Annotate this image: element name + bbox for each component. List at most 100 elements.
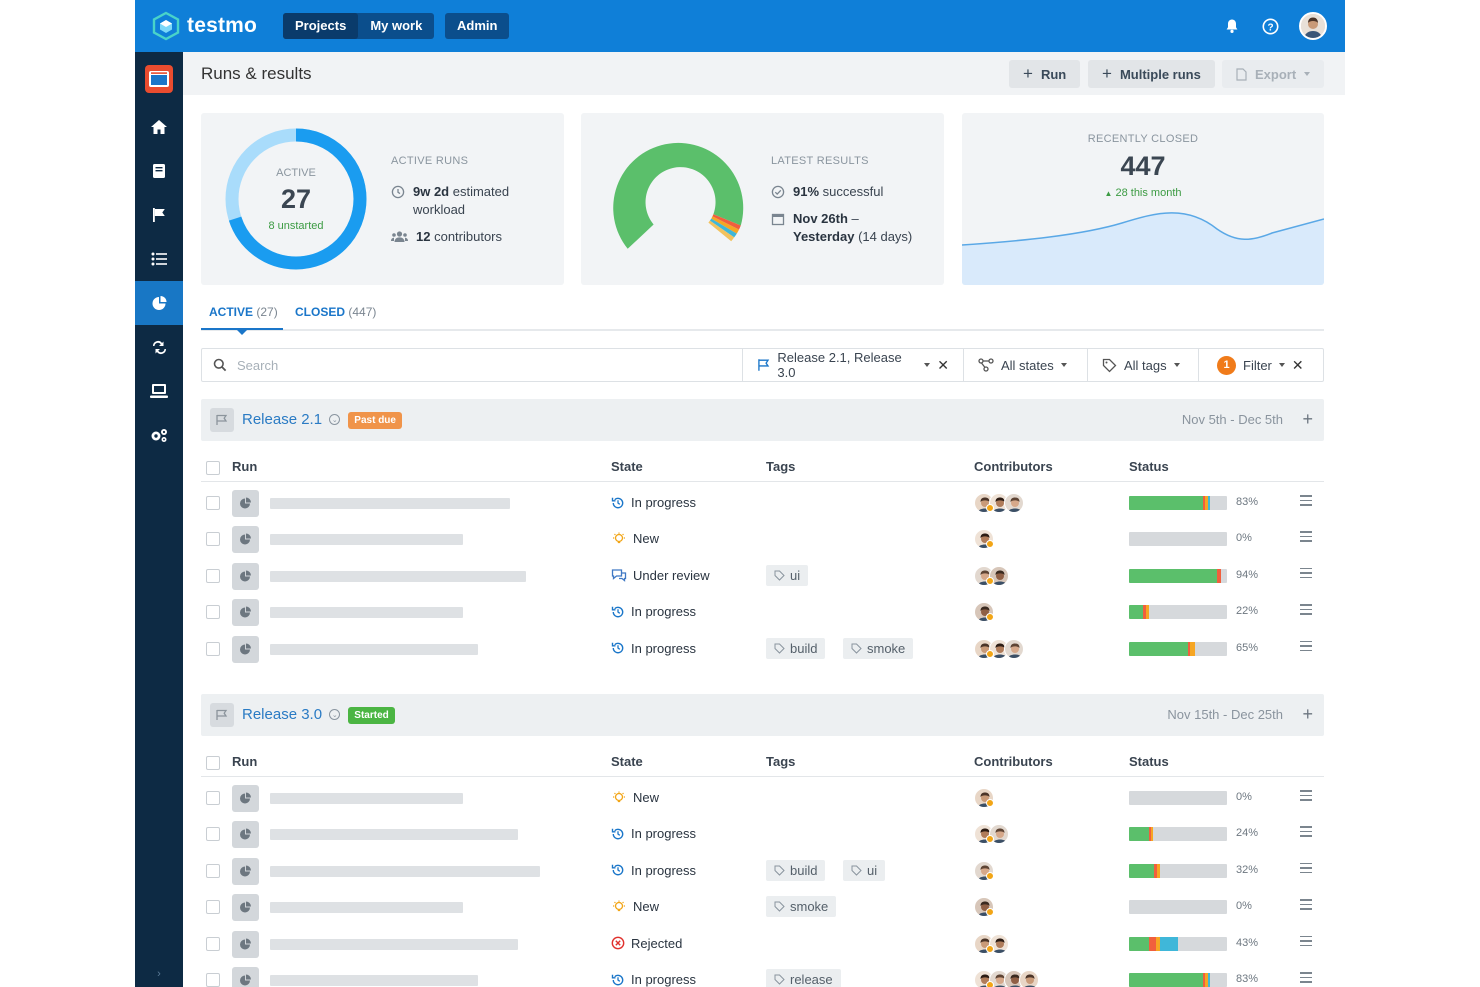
- column-tags[interactable]: Tags: [766, 754, 796, 769]
- column-run[interactable]: Run: [232, 459, 258, 474]
- row-checkbox[interactable]: [206, 496, 220, 510]
- row-checkbox[interactable]: [206, 605, 220, 620]
- export-button[interactable]: Export: [1222, 60, 1325, 88]
- row-menu-icon[interactable]: [1300, 972, 1312, 986]
- table-row[interactable]: In progress 22%: [201, 594, 1324, 630]
- sidebar-item-automation[interactable]: [135, 325, 183, 369]
- run-name-placeholder[interactable]: [270, 570, 526, 582]
- run-name-placeholder[interactable]: [270, 793, 463, 804]
- row-menu-icon[interactable]: [1300, 826, 1312, 840]
- row-checkbox[interactable]: [206, 973, 220, 987]
- milestone-title[interactable]: Release 3.0: [242, 706, 323, 723]
- column-state[interactable]: State: [611, 754, 643, 769]
- state-filter[interactable]: All states: [964, 349, 1088, 381]
- nav-projects[interactable]: Projects: [283, 13, 359, 39]
- row-menu-icon[interactable]: [1300, 604, 1312, 618]
- table-row[interactable]: Rejected 43%: [201, 926, 1324, 962]
- table-row[interactable]: Under review ui 94%: [201, 558, 1324, 594]
- contributor-avatar[interactable]: [989, 565, 1009, 586]
- run-name-placeholder[interactable]: [270, 607, 463, 619]
- logo[interactable]: testmo: [151, 10, 257, 42]
- table-row[interactable]: In progress build ui 32%: [201, 853, 1324, 889]
- table-row[interactable]: New 0%: [201, 521, 1324, 557]
- add-multiple-runs-button[interactable]: + Multiple runs: [1088, 60, 1215, 88]
- sidebar-item-home[interactable]: [135, 105, 183, 149]
- contributor-avatar[interactable]: [1004, 638, 1024, 659]
- nav-admin[interactable]: Admin: [457, 18, 498, 33]
- sidebar-item-milestones[interactable]: [135, 193, 183, 237]
- row-menu-icon[interactable]: [1300, 495, 1312, 509]
- sidebar-item-settings[interactable]: [135, 413, 183, 457]
- tag-pill[interactable]: build: [766, 859, 826, 881]
- sidebar-expand[interactable]: ›: [135, 960, 183, 987]
- row-menu-icon[interactable]: [1300, 531, 1312, 545]
- row-menu-icon[interactable]: [1300, 567, 1312, 582]
- clear-filter-icon[interactable]: ✕: [1291, 356, 1304, 373]
- table-row[interactable]: In progress 24%: [201, 816, 1324, 852]
- tab-closed[interactable]: CLOSED (447): [295, 305, 376, 319]
- run-name-placeholder[interactable]: [270, 498, 510, 509]
- select-all-checkbox[interactable]: [206, 461, 220, 475]
- column-contributors[interactable]: Contributors: [974, 754, 1053, 769]
- row-checkbox[interactable]: [206, 791, 220, 805]
- row-checkbox[interactable]: [206, 641, 220, 656]
- row-checkbox[interactable]: [206, 827, 220, 842]
- tag-pill[interactable]: build: [766, 637, 826, 659]
- row-checkbox[interactable]: [206, 900, 220, 915]
- tag-pill[interactable]: ui: [766, 564, 809, 586]
- row-menu-icon[interactable]: [1300, 790, 1312, 804]
- row-checkbox[interactable]: [206, 936, 220, 951]
- run-name-placeholder[interactable]: [270, 829, 518, 841]
- row-menu-icon[interactable]: [1300, 862, 1312, 877]
- row-menu-icon[interactable]: [1300, 640, 1312, 655]
- table-row[interactable]: New smoke 0%: [201, 889, 1324, 925]
- run-name-placeholder[interactable]: [270, 643, 478, 655]
- tag-pill[interactable]: smoke: [843, 637, 914, 659]
- sidebar-item-sessions[interactable]: [135, 369, 183, 413]
- user-avatar[interactable]: [1299, 12, 1327, 40]
- contributor-avatar[interactable]: [989, 933, 1009, 954]
- project-icon[interactable]: [145, 65, 173, 93]
- column-status[interactable]: Status: [1129, 459, 1169, 474]
- table-row[interactable]: In progress release 83%: [201, 962, 1324, 987]
- column-status[interactable]: Status: [1129, 754, 1169, 769]
- sidebar-item-repository[interactable]: [135, 149, 183, 193]
- column-tags[interactable]: Tags: [766, 459, 796, 474]
- row-checkbox[interactable]: [206, 532, 220, 547]
- chevron-down-icon[interactable]: ⌄: [329, 414, 341, 425]
- table-row[interactable]: In progress 83%: [201, 485, 1324, 521]
- tab-active[interactable]: ACTIVE (27): [209, 305, 278, 319]
- column-run[interactable]: Run: [232, 754, 258, 769]
- run-name-placeholder[interactable]: [270, 534, 463, 546]
- contributor-avatar[interactable]: [989, 824, 1009, 845]
- column-state[interactable]: State: [611, 459, 643, 474]
- row-menu-icon[interactable]: [1300, 899, 1312, 913]
- table-row[interactable]: New 0%: [201, 780, 1324, 816]
- sidebar-item-list[interactable]: [135, 237, 183, 281]
- tag-pill[interactable]: release: [766, 969, 841, 987]
- bell-icon[interactable]: [1223, 17, 1241, 35]
- contributor-avatar[interactable]: [1019, 970, 1039, 987]
- row-checkbox[interactable]: [206, 863, 220, 878]
- run-name-placeholder[interactable]: [270, 938, 518, 950]
- nav-my-work[interactable]: My work: [370, 18, 423, 33]
- table-row[interactable]: In progress build smoke 65%: [201, 631, 1324, 667]
- add-run-to-milestone-icon[interactable]: +: [1302, 704, 1313, 724]
- milestone-filter[interactable]: Release 2.1, Release 3.0 ✕: [743, 349, 964, 381]
- run-name-placeholder[interactable]: [270, 865, 540, 877]
- add-run-button[interactable]: + Run: [1009, 60, 1081, 88]
- clear-milestone-icon[interactable]: ✕: [937, 356, 949, 373]
- column-contributors[interactable]: Contributors: [974, 459, 1053, 474]
- run-name-placeholder[interactable]: [270, 902, 463, 914]
- add-run-to-milestone-icon[interactable]: +: [1302, 409, 1313, 429]
- tag-pill[interactable]: smoke: [766, 896, 837, 918]
- advanced-filter[interactable]: 1 Filter ✕: [1199, 349, 1323, 381]
- contributor-avatar[interactable]: [1004, 493, 1024, 513]
- tag-pill[interactable]: ui: [843, 859, 886, 881]
- chevron-down-icon[interactable]: ⌄: [329, 709, 341, 720]
- row-menu-icon[interactable]: [1300, 935, 1312, 950]
- row-checkbox[interactable]: [206, 568, 220, 583]
- select-all-checkbox[interactable]: [206, 756, 220, 770]
- run-name-placeholder[interactable]: [270, 975, 478, 986]
- search-input[interactable]: Search: [202, 349, 743, 381]
